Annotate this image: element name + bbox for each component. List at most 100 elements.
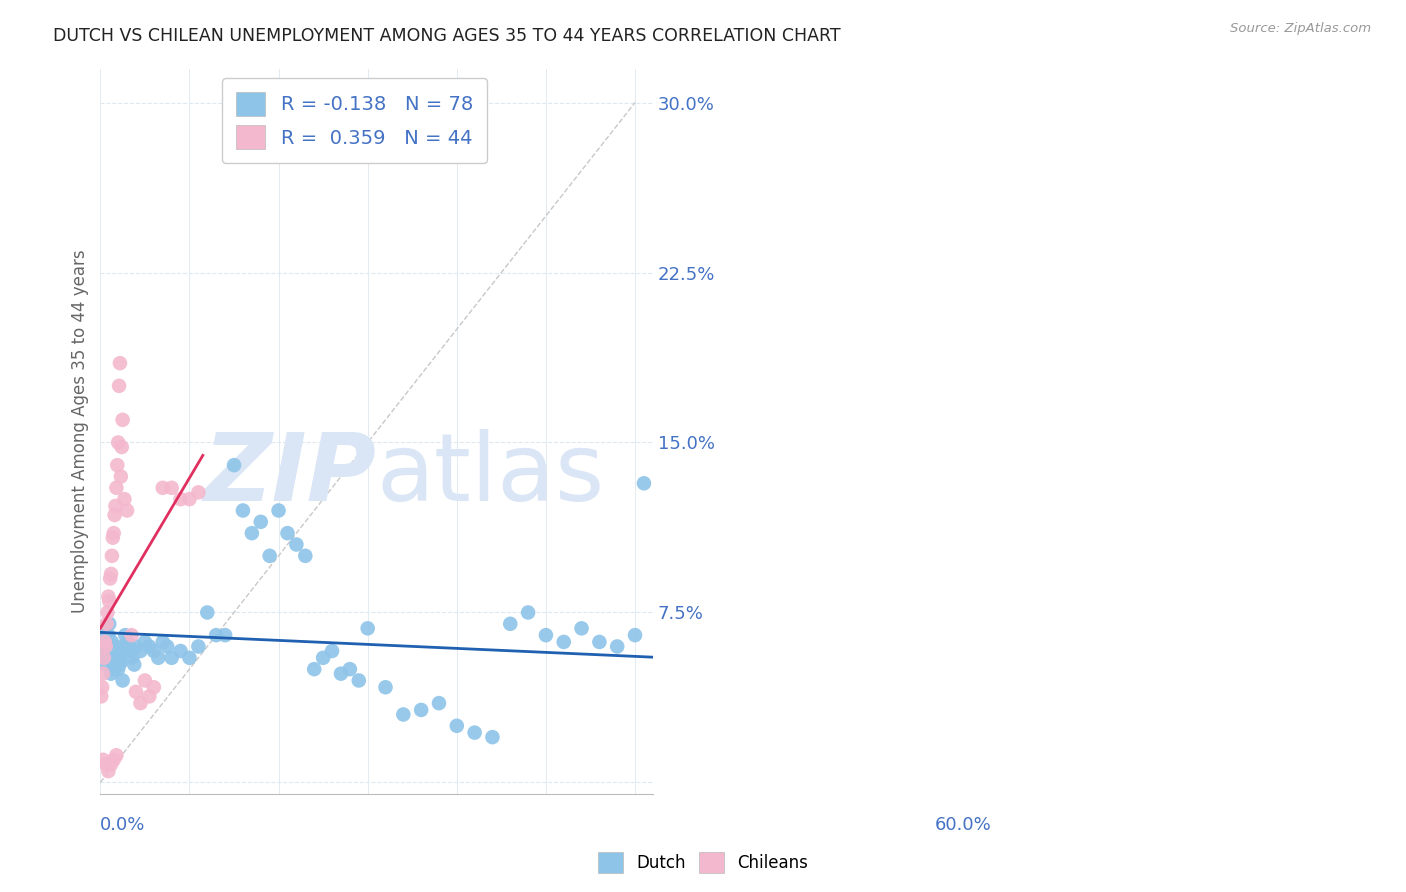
Point [633,476,655,491]
Text: DUTCH VS CHILEAN UNEMPLOYMENT AMONG AGES 35 TO 44 YEARS CORRELATION CHART: DUTCH VS CHILEAN UNEMPLOYMENT AMONG AGES… [53,27,841,45]
Point [98,572,121,586]
Point [96,640,118,654]
Point [120,644,142,658]
Text: atlas: atlas [377,429,605,521]
Point [330,666,353,681]
Point [122,657,145,672]
Point [534,628,557,642]
Point [115,635,138,649]
Point [112,492,135,507]
Point [249,515,271,529]
Point [93,644,115,658]
Point [97,628,120,642]
Point [259,549,281,563]
Point [110,469,132,483]
Point [111,673,134,688]
Point [111,644,134,658]
Point [240,526,263,541]
Point [152,635,174,649]
Text: Source: ZipAtlas.com: Source: ZipAtlas.com [1230,22,1371,36]
Point [125,685,148,699]
Point [357,621,380,635]
Point [91,680,114,694]
Text: 0.0%: 0.0% [100,815,146,833]
Point [101,531,124,545]
Point [446,719,468,733]
Point [91,621,114,635]
Point [214,628,236,642]
Legend: Dutch, Chileans: Dutch, Chileans [591,846,815,880]
Point [179,492,201,507]
Point [94,757,117,772]
Point [105,748,128,763]
Point [115,503,138,517]
Point [118,640,141,654]
Point [112,640,135,654]
Point [571,621,593,635]
Point [101,648,124,663]
Point [103,526,125,541]
Point [499,616,522,631]
Point [142,680,165,694]
Point [169,644,191,658]
Point [195,606,218,620]
Point [134,673,156,688]
Point [427,696,450,710]
Point [108,379,131,393]
Point [111,440,134,454]
Point [108,657,131,672]
Point [104,640,127,654]
Point [105,481,128,495]
Point [232,503,254,517]
Point [96,616,118,631]
Point [105,644,128,658]
Point [624,628,647,642]
Point [104,656,127,670]
Point [100,566,122,581]
Point [148,650,170,665]
Point [91,753,114,767]
Point [321,644,343,658]
Point [392,707,415,722]
Point [97,590,120,604]
Point [103,753,125,767]
Point [129,696,152,710]
Point [142,644,165,658]
Point [100,757,122,772]
Point [160,481,183,495]
Point [94,650,117,665]
Point [481,730,503,744]
Point [294,549,316,563]
Point [138,690,160,704]
Point [339,662,361,676]
Point [588,635,610,649]
Point [98,594,121,608]
Point [91,666,114,681]
Point [222,458,245,472]
Point [104,508,127,522]
Point [121,628,143,642]
Point [129,644,152,658]
Point [90,690,112,704]
Point [553,635,575,649]
Point [97,764,120,778]
Point [205,628,228,642]
Point [98,650,121,665]
Point [91,635,114,649]
Point [94,640,117,654]
Point [110,656,132,670]
Point [94,635,117,649]
Point [187,640,209,654]
Point [347,673,370,688]
Point [312,650,335,665]
Point [464,725,486,739]
Point [152,481,174,495]
Point [105,650,128,665]
Point [105,458,128,472]
Point [108,650,131,665]
Point [101,549,124,563]
Point [187,485,209,500]
Point [111,413,134,427]
Point [104,499,127,513]
Point [93,650,115,665]
